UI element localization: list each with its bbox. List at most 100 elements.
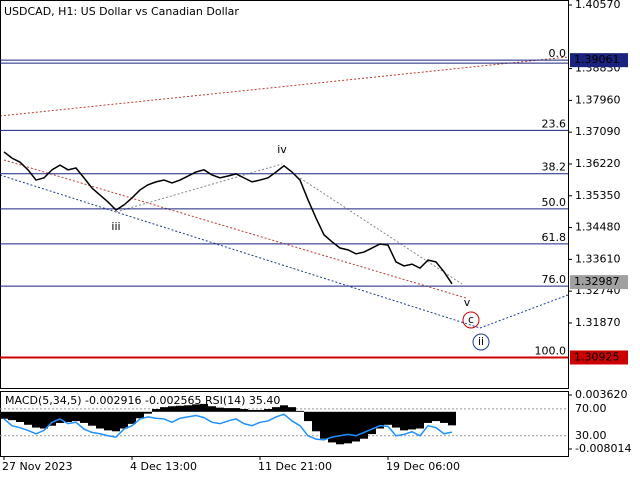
y-tick-label: 1.35350	[575, 189, 621, 202]
macd-bar	[288, 407, 296, 412]
macd-bar	[360, 411, 368, 439]
y-tick-label: 1.36220	[575, 157, 621, 170]
macd-bar	[88, 411, 96, 426]
fib-level-label: 23.6	[542, 117, 567, 130]
wave-label: c	[468, 313, 474, 326]
macd-bar	[392, 411, 400, 428]
wave-label: iv	[277, 143, 287, 156]
x-tick-label: 11 Dec 21:00	[258, 460, 332, 473]
macd-bar	[296, 410, 304, 412]
y2-tick-label: 30.00	[575, 429, 607, 442]
y2-tick-label: 70.00	[575, 402, 607, 415]
macd-bar	[136, 411, 144, 419]
macd-bar	[168, 406, 176, 412]
macd-bar	[104, 411, 112, 431]
macd-bar	[368, 411, 376, 435]
price-tag	[570, 350, 628, 365]
y-tick-label: -0.008014	[575, 442, 631, 455]
chart-title: USDCAD, H1: US Dollar vs Canadian Dollar	[4, 5, 239, 18]
macd-bar	[376, 411, 384, 429]
macd-bar	[408, 411, 416, 430]
fib-level-label: 61.8	[542, 231, 567, 244]
price-tag	[570, 53, 628, 68]
trend-line	[3, 159, 467, 299]
y-tick-label: 1.40570	[575, 0, 621, 11]
wave-label: ii	[478, 335, 484, 348]
macd-bar	[448, 411, 456, 426]
macd-bar	[96, 411, 104, 429]
y-tick-label: 1.33610	[575, 252, 621, 265]
macd-bar	[440, 411, 448, 423]
fib-level-label: 50.0	[542, 196, 567, 209]
macd-bar	[176, 405, 184, 412]
macd-bar	[128, 411, 136, 424]
macd-bar	[272, 407, 280, 412]
macd-bar	[304, 411, 312, 422]
macd-bar	[40, 411, 48, 429]
macd-bar	[328, 411, 336, 443]
price-tag-label: 1.30925	[574, 350, 620, 363]
macd-bar	[120, 411, 128, 429]
price-tag-label: 1.39061	[574, 53, 620, 66]
fib-level-label: 38.2	[542, 161, 567, 174]
macd-bar	[320, 411, 328, 439]
macd-bar	[0, 411, 8, 419]
price-line	[3, 151, 453, 285]
y-tick-label: 1.37960	[575, 93, 621, 106]
macd-bar	[224, 408, 232, 412]
macd-bar	[352, 411, 360, 442]
macd-bar	[80, 411, 88, 423]
macd-bar	[32, 411, 40, 428]
annotation-circle	[472, 333, 490, 351]
trend-line	[0, 56, 569, 117]
macd-bar	[16, 411, 24, 423]
macd-bar	[56, 411, 64, 423]
wave-label: v	[464, 296, 471, 309]
y-tick-label: 1.31870	[575, 316, 621, 329]
macd-bar	[144, 411, 152, 414]
wave-label: iii	[111, 220, 120, 233]
macd-bar	[208, 406, 216, 412]
macd-bar	[192, 404, 200, 412]
macd-bar	[256, 409, 264, 412]
macd-bar	[248, 409, 256, 412]
rsi-line	[3, 413, 453, 441]
y-tick-label: 0.003620	[575, 388, 628, 401]
macd-bar	[64, 411, 72, 423]
indicator-panel-frame	[0, 391, 569, 457]
macd-bar	[416, 411, 424, 429]
y-tick-label: 1.37090	[575, 125, 621, 138]
price-tag	[570, 275, 628, 290]
macd-bar	[432, 411, 440, 422]
macd-bar	[216, 407, 224, 412]
y-tick-label: 1.34480	[575, 221, 621, 234]
macd-bar	[312, 411, 320, 432]
trend-line	[299, 177, 463, 285]
macd-bar	[264, 409, 272, 412]
macd-bar	[400, 411, 408, 431]
fib-level-label: 76.0	[542, 273, 567, 286]
macd-bar	[344, 411, 352, 444]
macd-bar	[280, 405, 288, 412]
x-tick-label: 19 Dec 06:00	[386, 460, 460, 473]
macd-bar	[232, 408, 240, 412]
macd-bar	[240, 409, 248, 412]
macd-bar	[152, 409, 160, 412]
price-tag-label: 1.32987	[574, 275, 620, 288]
macd-bar	[24, 411, 32, 425]
fib-level-label: 100.0	[535, 344, 567, 357]
annotation-circle	[462, 311, 480, 329]
macd-bar	[336, 411, 344, 445]
fib-level-label: 0.0	[549, 47, 567, 60]
indicator-title: MACD(5,34,5) -0.002916 -0.002565 RSI(14)…	[5, 394, 280, 407]
macd-bar	[184, 405, 192, 412]
macd-bar	[112, 411, 120, 432]
main-panel-frame	[0, 0, 569, 389]
macd-bar	[72, 411, 80, 422]
trend-line	[115, 163, 283, 213]
macd-bar	[384, 411, 392, 425]
macd-bar	[200, 403, 208, 412]
macd-bar	[8, 411, 16, 421]
